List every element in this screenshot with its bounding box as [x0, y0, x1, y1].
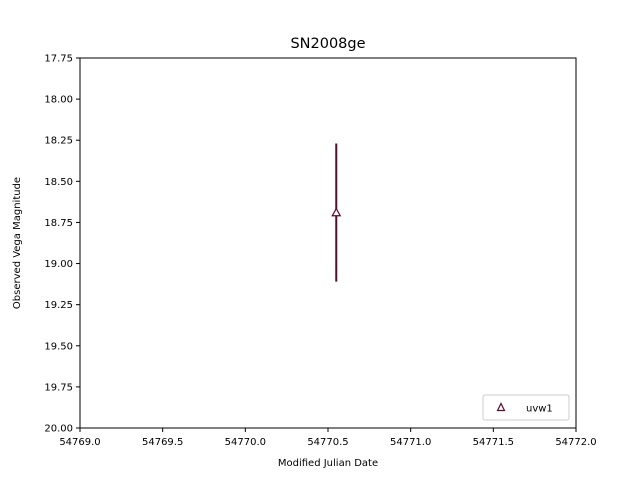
x-axis: 54769.0 54769.5 54770.0 54770.5 54771.0 54771…: [59, 428, 597, 448]
chart-title: SN2008ge: [290, 36, 365, 52]
x-tick-label: 54770.0: [225, 437, 266, 448]
x-tick-label: 54769.0: [59, 437, 100, 448]
legend-marker-triangle-icon: [496, 402, 506, 412]
y-tick-label: 18.50: [44, 177, 73, 188]
x-tick-label: 54770.5: [307, 437, 348, 448]
y-tick-label: 18.75: [44, 218, 73, 229]
x-axis-label: Modified Julian Date: [278, 458, 378, 469]
y-axis: 17.75 18.00 18.25 18.50 18.75 19.00 19.25 19.50…: [44, 54, 80, 435]
y-tick-label: 19.75: [44, 382, 73, 393]
x-tick-label: 54771.5: [473, 437, 514, 448]
data-point: [331, 207, 342, 217]
y-axis-label: Observed Vega Magnitude: [12, 177, 23, 309]
plot-area: [79, 57, 577, 429]
legend-box: [482, 394, 570, 421]
y-tick-label: 20.00: [44, 424, 73, 435]
x-tick-label: 54769.5: [142, 437, 183, 448]
y-tick-label: 19.00: [44, 259, 73, 270]
legend: uvw1: [482, 394, 570, 421]
y-tick-label: 17.75: [44, 54, 73, 65]
data-marks: [331, 143, 342, 282]
y-tick-label: 19.25: [44, 300, 73, 311]
y-tick-label: 18.25: [44, 136, 73, 147]
y-tick-label: 18.00: [44, 95, 73, 106]
y-tick-label: 19.50: [44, 341, 73, 352]
x-tick-label: 54771.0: [390, 437, 431, 448]
x-tick-label: 54772.0: [555, 437, 596, 448]
legend-label: uvw1: [526, 404, 553, 415]
